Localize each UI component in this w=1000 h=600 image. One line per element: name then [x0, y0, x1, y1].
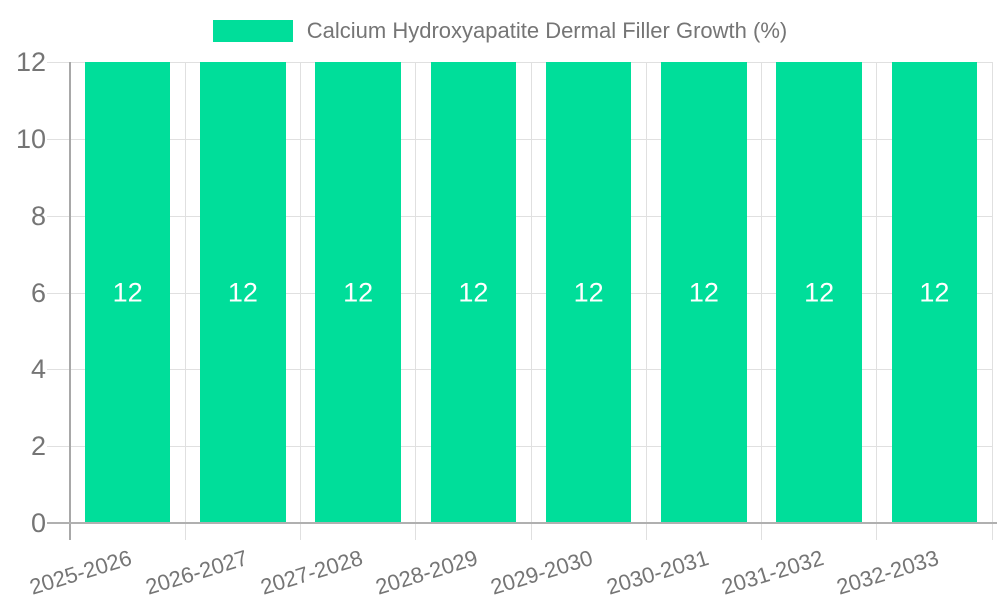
bar-slot: 12	[416, 62, 531, 523]
y-axis-line	[69, 62, 71, 540]
y-axis-tick-label: 4	[30, 354, 46, 385]
vertical-gridline	[645, 62, 647, 540]
horizontal-gridline	[47, 446, 992, 448]
vertical-gridline	[184, 62, 186, 540]
bar-slot: 12	[185, 62, 300, 523]
bar-value-label: 12	[688, 277, 719, 307]
x-axis-category-label: 2032-2033	[833, 545, 942, 600]
bar[interactable]: 12	[84, 62, 171, 523]
bar-value-label: 12	[343, 277, 374, 307]
horizontal-gridline	[47, 215, 992, 217]
bar[interactable]: 12	[891, 62, 978, 523]
bars-container: 12 12 12 12 12 12 12 12	[70, 62, 992, 523]
bar-slot: 12	[301, 62, 416, 523]
bar-value-label: 12	[573, 277, 604, 307]
x-axis-labels: 2025-2026 2026-2027 2027-2028 2028-2029 2029…	[27, 545, 992, 600]
vertical-gridline	[991, 62, 993, 540]
bar-value-label: 12	[227, 277, 258, 307]
x-axis-category-label: 2031-2032	[718, 545, 827, 600]
x-axis-category-label: 2027-2028	[257, 545, 366, 600]
y-axis-tick-label: 8	[30, 200, 46, 231]
bar[interactable]: 12	[200, 62, 286, 523]
x-axis-line	[47, 522, 997, 524]
y-axis-tick-label: 6	[30, 277, 46, 308]
bar[interactable]: 12	[661, 62, 747, 523]
y-axis-labels: 0 2 4 6 8 10 12	[0, 47, 46, 538]
bar[interactable]: 12	[315, 62, 401, 523]
chart-legend: Calcium Hydroxyapatite Dermal Filler Gro…	[0, 18, 1000, 44]
horizontal-gridline	[47, 138, 992, 140]
bar[interactable]: 12	[776, 62, 862, 523]
bar[interactable]: 12	[430, 62, 517, 523]
x-axis-category-label: 2030-2031	[603, 545, 712, 600]
legend-swatch	[212, 20, 293, 42]
vertical-gridline	[300, 62, 301, 540]
horizontal-gridline	[47, 369, 992, 371]
vertical-gridline	[761, 62, 762, 540]
x-axis-category-label: 2029-2030	[488, 545, 596, 600]
plot-area: 12 12 12 12 12 12 12 12	[47, 62, 997, 540]
bar-value-label: 12	[919, 277, 950, 307]
x-axis-category-label: 2025-2026	[27, 545, 135, 600]
vertical-gridline	[415, 62, 417, 540]
x-axis-category-label: 2028-2029	[372, 545, 481, 600]
bar-value-label: 12	[458, 277, 489, 307]
horizontal-gridline	[47, 62, 992, 63]
bar-value-label: 12	[804, 277, 835, 307]
legend-series-label: Calcium Hydroxyapatite Dermal Filler Gro…	[306, 18, 788, 43]
bar-slot: 12	[531, 62, 646, 523]
y-axis-tick-label: 0	[30, 508, 46, 538]
bar-slot: 12	[762, 62, 877, 523]
horizontal-gridline	[47, 292, 992, 294]
bar-slot: 12	[877, 62, 992, 523]
y-axis-tick-label: 12	[15, 47, 46, 77]
bar-value-label: 12	[112, 277, 143, 307]
y-axis-tick-label: 2	[30, 431, 46, 462]
bar-slot: 12	[70, 62, 185, 523]
vertical-gridline	[876, 62, 878, 540]
y-axis-tick-label: 10	[15, 123, 46, 154]
x-axis-category-label: 2026-2027	[142, 545, 251, 600]
vertical-gridline	[530, 62, 532, 540]
bar-slot: 12	[646, 62, 761, 523]
bar[interactable]: 12	[545, 62, 632, 523]
